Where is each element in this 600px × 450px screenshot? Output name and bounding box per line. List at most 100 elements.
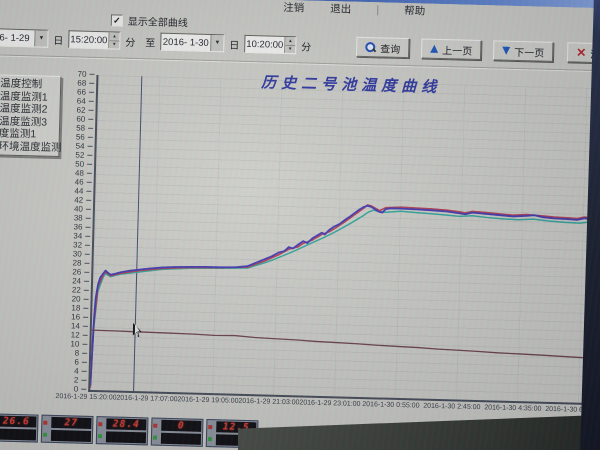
spinner-up-down-icon[interactable]: ▲ ▼ [284, 36, 296, 54]
led-value-cell: 26.6 [0, 415, 37, 428]
minute-label-1: 分 [125, 37, 136, 49]
start-time-input[interactable]: 15:20:00 ▲ ▼ [68, 30, 121, 50]
menu-item-2[interactable]: 帮助 [404, 5, 426, 18]
start-date-select[interactable]: 16- 1-29 ▼ [0, 28, 49, 48]
y-tick-label: 44 [53, 186, 83, 195]
y-tick-label: 56 [55, 132, 85, 141]
led-value: 0 [177, 420, 185, 432]
y-tick-label: 22 [51, 285, 81, 294]
spinner-up-down-icon[interactable]: ▲ ▼ [108, 32, 120, 49]
led-value-cell: 0 [161, 419, 202, 432]
arrow-down-icon [502, 46, 511, 55]
y-tick-label: 6 [49, 358, 79, 367]
readout-panel-0: 26.6 [0, 413, 39, 443]
readout-panel-1: 27 [40, 414, 94, 445]
led-value: 28.4 [112, 418, 140, 431]
y-tick-label: 10 [49, 339, 79, 348]
y-tick-label: 70 [56, 69, 86, 78]
prev-page-button[interactable]: 上一页 [420, 38, 482, 61]
y-tick-label: 64 [56, 96, 86, 105]
led-empty-cell [105, 431, 147, 444]
y-tick-label: 30 [52, 249, 82, 258]
red-indicator-icon [43, 420, 48, 425]
mouse-cursor-icon [133, 323, 142, 337]
show-all-curves-checkbox[interactable]: ✓ [110, 13, 124, 27]
led-empty-cell [160, 432, 202, 445]
show-all-curves-label: 显示全部曲线 [127, 16, 188, 30]
end-date-select[interactable]: 2016- 1-30 ▼ [160, 32, 225, 53]
plot-area[interactable] [88, 74, 600, 406]
y-axis-labels: 70 68 66 64 62 60 58 56 54 52 50 48 46 44 42 40 38 36 34 32… [43, 69, 92, 393]
y-tick-label: 54 [54, 141, 85, 150]
readout-panels: 26.6 27 28.4 0 12.5 [0, 413, 259, 449]
x-tick-label: 2016-1-29 19:05:00 [177, 396, 239, 405]
led-value-cell: 28.4 [106, 418, 147, 431]
menu-item-1[interactable]: 退出 [330, 3, 352, 16]
x-tick-label: 2016-1-30 0:55:00 [362, 401, 420, 410]
y-tick-label: 14 [50, 321, 80, 330]
chevron-down-icon[interactable]: ▼ [210, 34, 224, 52]
y-tick-label: 20 [50, 294, 81, 303]
y-tick-label: 16 [50, 312, 80, 321]
red-indicator-icon [208, 425, 213, 430]
y-tick-label: 8 [49, 349, 80, 358]
y-tick-label: 68 [56, 78, 86, 87]
y-tick-label: 60 [55, 114, 85, 123]
led-value: 27 [64, 417, 79, 429]
y-tick-label: 24 [51, 276, 81, 285]
y-tick-label: 46 [54, 177, 84, 186]
y-tick-label: 58 [55, 123, 85, 132]
red-indicator-icon [98, 422, 103, 427]
led-empty-cell [0, 428, 37, 441]
green-indicator-icon [152, 435, 158, 440]
curve-ambient-temp-darkred [91, 329, 600, 360]
y-tick-label: 48 [54, 168, 84, 177]
end-time-input[interactable]: 10:20:00 ▲ ▼ [244, 34, 297, 55]
x-tick-label: 2016-1-30 2:45:00 [423, 402, 481, 412]
led-value: 26.6 [2, 415, 30, 428]
red-indicator-icon [153, 423, 158, 428]
start-date-value: 16- 1-29 [0, 31, 30, 44]
next-page-button[interactable]: 下一页 [492, 40, 554, 62]
led-value-cell: 27 [51, 416, 92, 429]
green-indicator-icon [207, 437, 213, 442]
x-tick-label: 2016-1-29 21:03:00 [238, 397, 300, 407]
y-tick-label: 52 [54, 150, 84, 159]
checkmark-icon: ✓ [112, 14, 121, 26]
curve-pool-temp-blue [90, 205, 600, 386]
minute-label-2: 分 [301, 41, 312, 54]
y-tick-label: 34 [52, 231, 82, 240]
y-tick-label: 4 [49, 366, 79, 375]
query-button[interactable]: 查询 [356, 36, 410, 59]
prev-button-label: 上一页 [442, 45, 473, 58]
y-tick-label: 66 [56, 87, 86, 96]
show-all-curves-row: ✓ 显示全部曲线 [110, 12, 188, 30]
chevron-down-icon[interactable]: ▼ [34, 30, 48, 47]
query-button-label: 查询 [380, 43, 401, 56]
day-label-2: 日 [229, 39, 240, 52]
y-tick-label: 18 [50, 303, 80, 312]
x-tick-label: 2016-1-29 15:20:00 [55, 393, 117, 402]
curve-pool-temp-red [90, 204, 600, 388]
indicator-column [207, 421, 215, 445]
y-tick-label: 62 [55, 105, 86, 114]
indicator-column [97, 418, 105, 442]
y-tick-label: 42 [53, 195, 83, 204]
curve-pool-temp-cyan [90, 209, 600, 384]
to-label: 至 [145, 37, 156, 50]
menu-item-0[interactable]: 注销 [283, 1, 305, 15]
readout-panel-2: 28.4 [95, 416, 149, 446]
indicator-column [42, 417, 50, 441]
end-date-value: 2016- 1-30 [162, 36, 209, 49]
indicator-column [152, 420, 160, 444]
y-tick-label: 38 [53, 213, 83, 222]
menu-separator [377, 4, 379, 15]
search-icon [365, 42, 376, 53]
y-tick-label: 36 [52, 222, 82, 231]
query-controls-row: 16- 1-29 ▼ 日 15:20:00 ▲ ▼ 分 至 2016- 1-30 … [0, 25, 600, 66]
y-tick-label: 40 [53, 204, 83, 213]
y-tick-label: 26 [51, 267, 81, 276]
end-time-value: 10:20:00 [246, 38, 284, 51]
